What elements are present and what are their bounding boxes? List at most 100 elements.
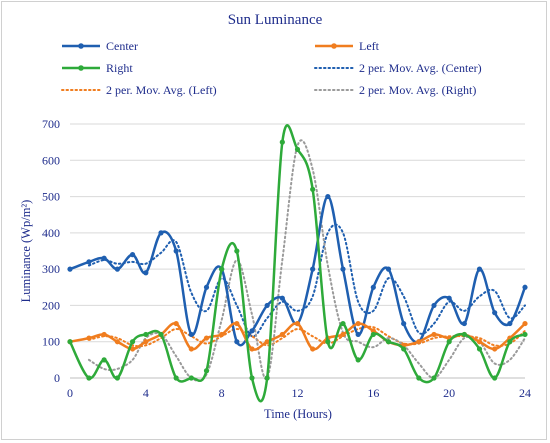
data-point xyxy=(143,331,149,338)
y-tick-label: 700 xyxy=(42,117,60,131)
data-point xyxy=(310,266,316,272)
data-point xyxy=(67,339,73,345)
series-3 xyxy=(87,223,526,338)
data-point xyxy=(143,270,149,276)
data-point xyxy=(340,266,346,272)
data-point xyxy=(355,331,361,338)
data-point xyxy=(310,346,316,352)
data-point xyxy=(114,339,120,345)
legend-marker xyxy=(78,43,84,49)
data-point xyxy=(279,295,285,301)
data-point xyxy=(476,266,483,272)
data-point xyxy=(234,339,240,345)
legend-label: 2 per. Mov. Avg. (Right) xyxy=(359,83,476,97)
data-point xyxy=(101,357,107,363)
x-tick-label: 20 xyxy=(443,386,455,400)
legend-item: Left xyxy=(315,39,380,53)
legend: Center Left Right 2 per. Mov. Avg. (Center)… xyxy=(61,39,482,97)
data-point xyxy=(492,346,498,352)
data-point xyxy=(67,266,73,272)
data-point xyxy=(129,339,136,345)
data-point xyxy=(249,375,255,381)
data-point xyxy=(446,339,452,345)
legend-marker xyxy=(78,65,84,71)
data-point xyxy=(522,331,528,338)
data-point xyxy=(522,284,528,290)
y-tick-label: 300 xyxy=(42,262,60,276)
data-point xyxy=(401,346,407,352)
x-tick-label: 8 xyxy=(219,386,225,400)
y-tick-label: 0 xyxy=(54,371,60,385)
data-point xyxy=(294,320,301,327)
y-tick-label: 500 xyxy=(42,190,60,204)
data-point xyxy=(461,320,467,327)
y-tick-label: 400 xyxy=(42,226,60,240)
series-line xyxy=(68,124,526,403)
y-tick-label: 600 xyxy=(42,153,60,167)
y-tick-label: 100 xyxy=(42,335,60,349)
legend-label: Left xyxy=(359,39,380,53)
data-point xyxy=(86,259,92,265)
data-point xyxy=(325,193,331,200)
data-point xyxy=(129,346,136,352)
x-axis-label: Time (Hours) xyxy=(264,407,332,421)
data-point xyxy=(492,310,498,316)
data-point xyxy=(355,357,361,363)
series-layer xyxy=(67,124,528,403)
data-point xyxy=(340,331,346,338)
data-point xyxy=(114,375,120,381)
data-point xyxy=(249,346,255,352)
data-point xyxy=(325,339,331,345)
data-point xyxy=(310,186,316,192)
data-point xyxy=(476,346,483,352)
data-point xyxy=(446,295,452,301)
data-point xyxy=(219,331,225,338)
data-point xyxy=(431,331,437,338)
legend-label: 2 per. Mov. Avg. (Center) xyxy=(359,61,482,75)
data-point xyxy=(188,331,194,338)
data-point xyxy=(476,339,483,345)
chart-title: Sun Luminance xyxy=(228,12,323,28)
legend-item: 2 per. Mov. Avg. (Center) xyxy=(314,61,482,75)
tick-labels: 0 100 200 300 400 500 600 700 0 4 8 12 16 20 24 xyxy=(42,117,531,400)
legend-label: Center xyxy=(106,39,138,53)
data-point xyxy=(279,139,285,145)
data-point xyxy=(294,146,301,152)
y-tick-label: 200 xyxy=(42,298,60,312)
data-point xyxy=(203,284,210,290)
x-tick-label: 24 xyxy=(519,386,531,400)
data-point xyxy=(158,331,164,338)
x-tick-label: 0 xyxy=(67,386,73,400)
data-point xyxy=(522,320,528,327)
data-point xyxy=(188,375,194,381)
legend-label: Right xyxy=(106,61,133,75)
data-point xyxy=(173,320,179,327)
data-point xyxy=(416,375,422,381)
data-point xyxy=(114,266,120,272)
data-point xyxy=(431,302,437,309)
data-point xyxy=(203,335,210,341)
data-point xyxy=(431,375,437,381)
legend-marker xyxy=(331,43,337,49)
x-tick-label: 16 xyxy=(367,386,379,400)
x-tick-label: 12 xyxy=(292,386,304,400)
gridlines xyxy=(70,123,525,379)
data-point xyxy=(101,331,107,338)
data-point xyxy=(158,230,164,236)
data-point xyxy=(279,331,285,338)
data-point xyxy=(385,339,392,345)
data-point xyxy=(249,328,255,334)
series-2 xyxy=(67,124,528,403)
series-line xyxy=(87,139,526,382)
data-point xyxy=(219,266,225,272)
data-point xyxy=(461,331,467,338)
y-axis-label: Luminance (Wp/m²) xyxy=(19,200,33,303)
data-point xyxy=(101,255,107,261)
data-point xyxy=(143,339,149,345)
data-point xyxy=(264,302,270,309)
data-point xyxy=(264,375,270,381)
data-point xyxy=(370,331,376,338)
data-point xyxy=(370,284,376,290)
data-point xyxy=(129,252,136,258)
